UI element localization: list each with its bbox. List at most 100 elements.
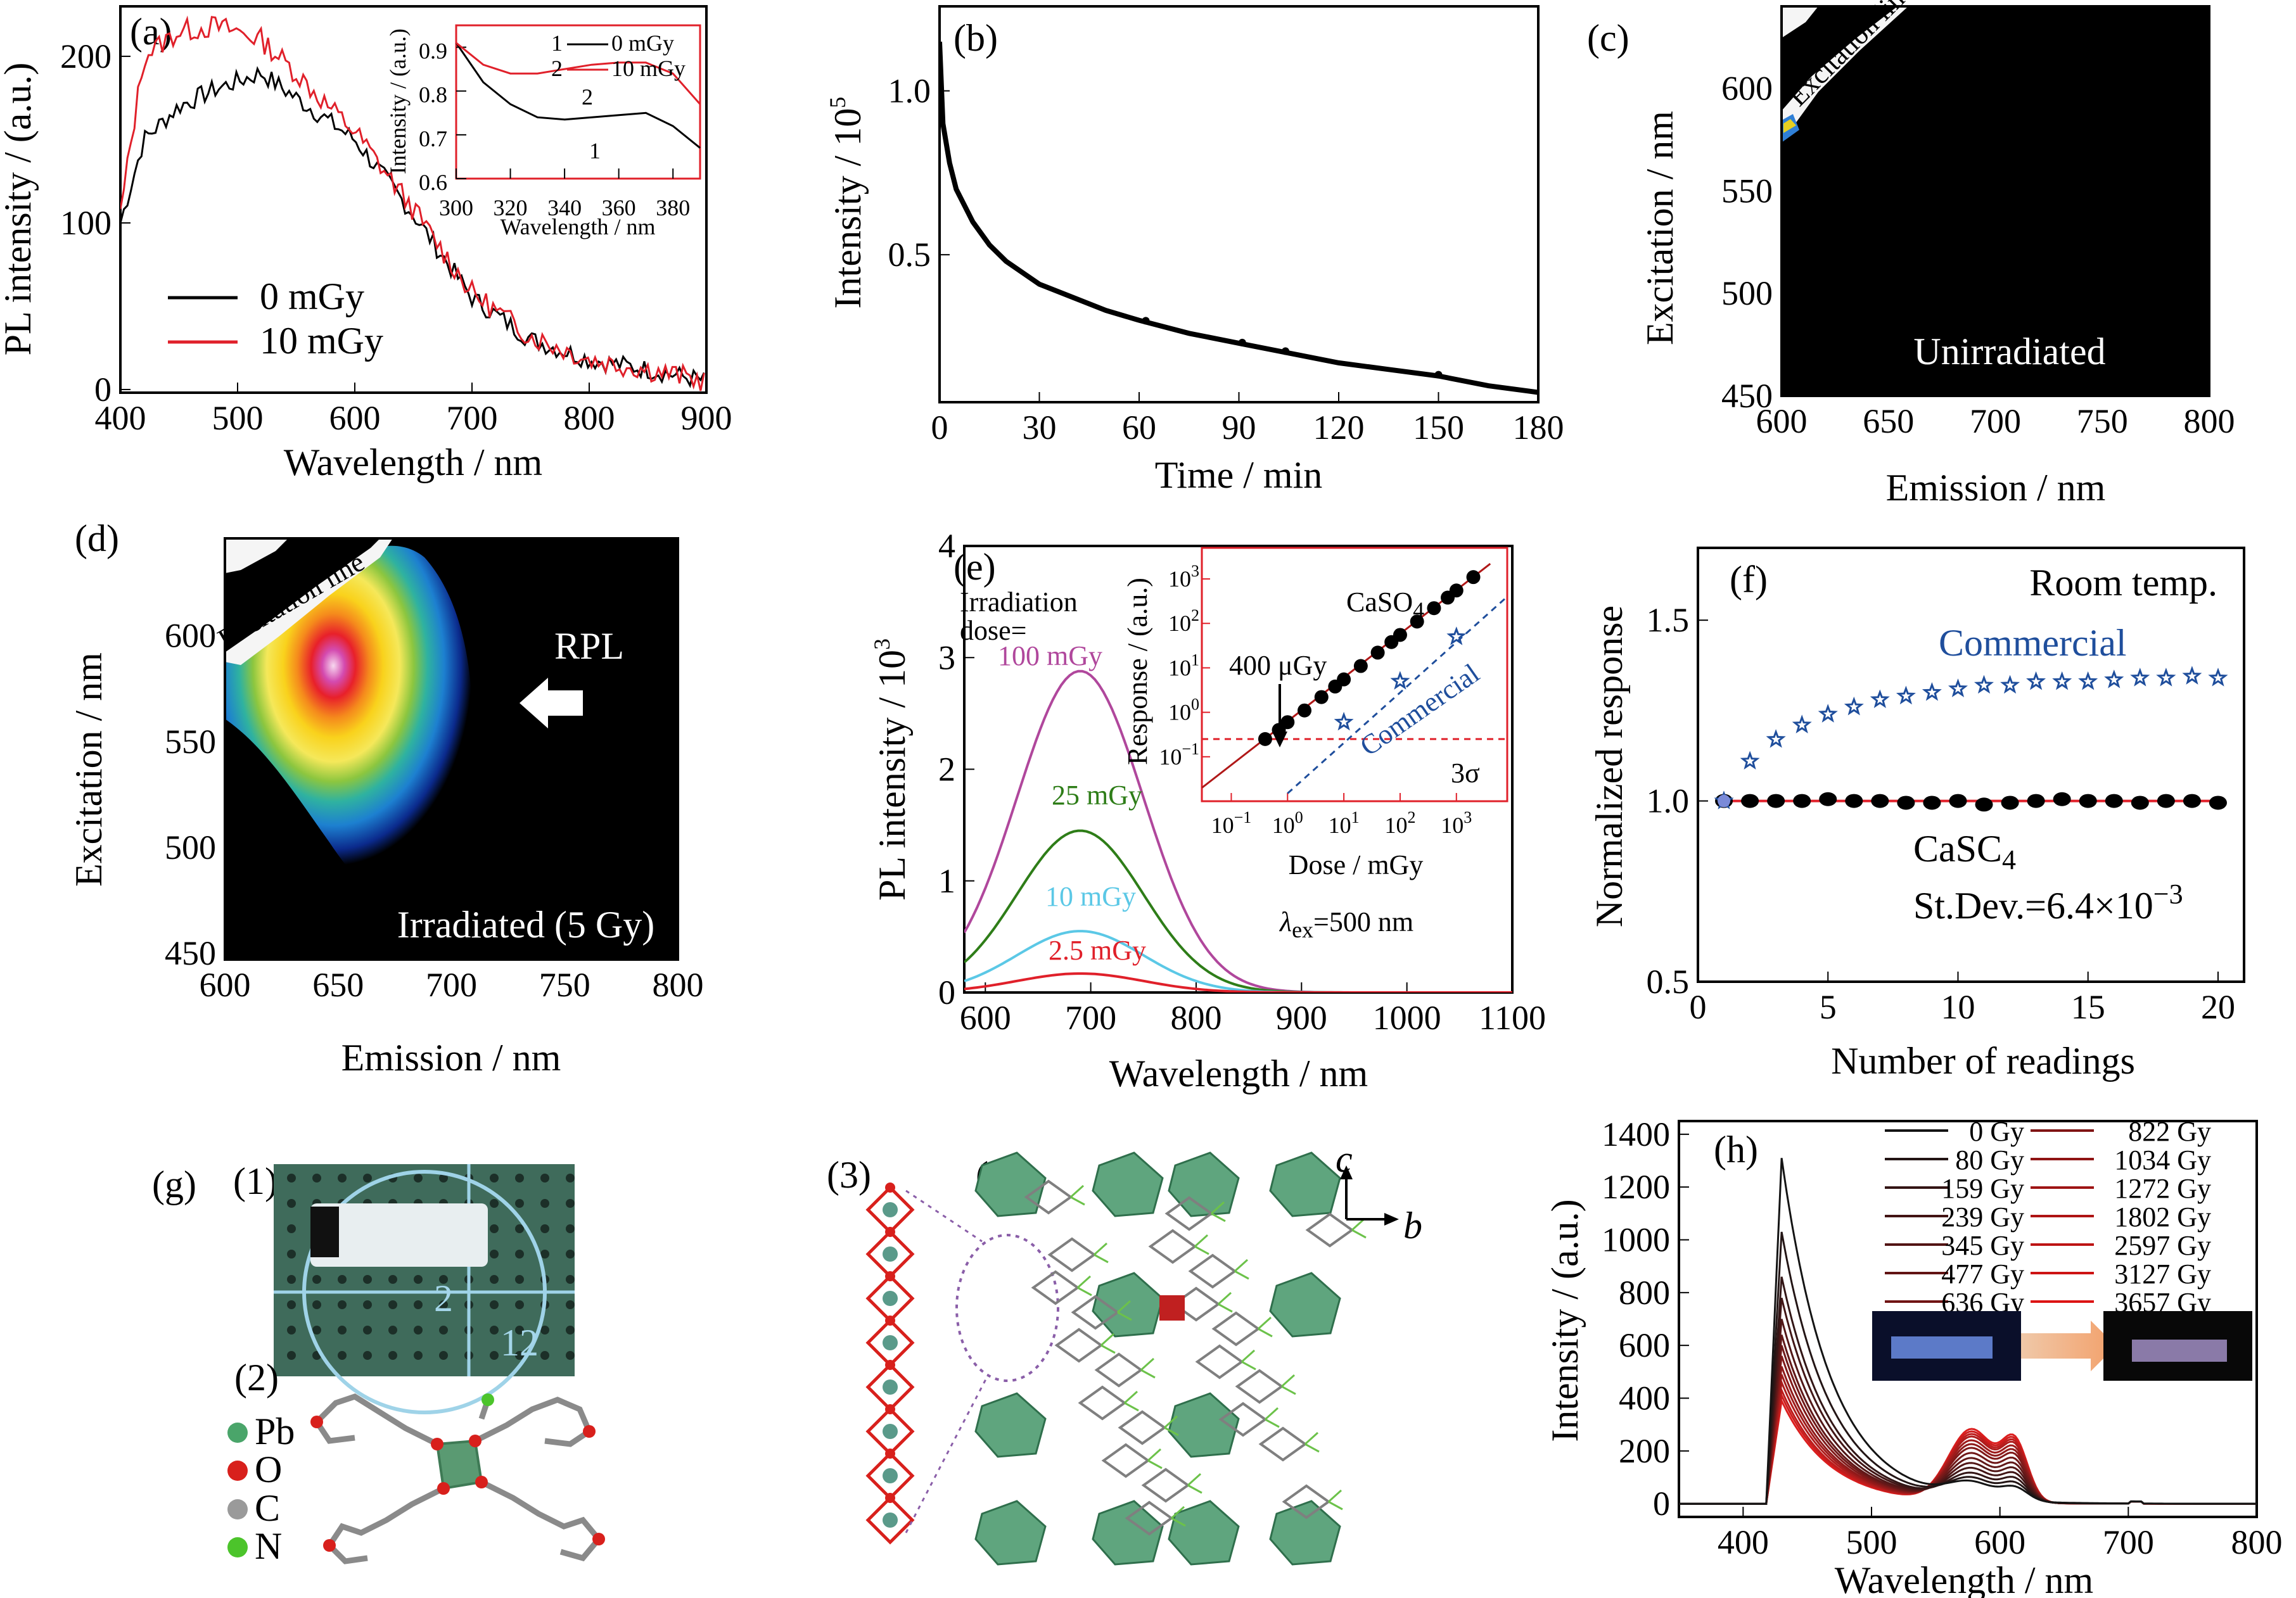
crystal-dark-edge [310, 1207, 339, 1257]
commercial-reading [2208, 668, 2228, 687]
h-legend-label: 239 Gy [1941, 1202, 2024, 1233]
h-legend-label: 2597 Gy [2114, 1230, 2211, 1261]
molecule-structure [310, 1393, 605, 1564]
linker-ring [1188, 1253, 1237, 1289]
caso4-point [1353, 659, 1368, 673]
chain-pb-atom [883, 1379, 898, 1395]
h-xtick-label: 600 [1974, 1523, 2025, 1561]
caso4-point [1466, 570, 1481, 585]
legend-10mGy: 10 mGy [260, 320, 383, 362]
chain-o-atom [885, 1360, 895, 1370]
panel-a-inset-series [455, 42, 701, 149]
inset-curve-label-2: 2 [582, 84, 593, 110]
pl-curve-2 [964, 930, 1512, 992]
a-inset-xtick-label: 340 [547, 195, 582, 220]
linker-ring [1094, 1352, 1144, 1388]
panel-e-inset-y-label: Response / (a.u.) [1122, 578, 1153, 765]
linker-tip [1123, 1390, 1139, 1412]
b-xtick-label: 90 [1222, 409, 1256, 447]
pl-curve-0 [964, 669, 1512, 992]
threshold-arrow-icon [1272, 732, 1287, 747]
spectrum-12 [1679, 1392, 2257, 1505]
c-ytick-label: 500 [1721, 274, 1773, 312]
e-inset-xtick-label: 10−1 [1211, 808, 1252, 838]
b-xtick-label: 30 [1023, 409, 1057, 447]
photo-number-12: 12 [501, 1322, 539, 1364]
d-xtick-label: 800 [653, 966, 704, 1004]
caso4-reading [1975, 797, 1993, 812]
h-legend-label: 159 Gy [1941, 1173, 2024, 1204]
a-inset-ytick-label: 0.9 [419, 39, 447, 64]
linker-tip [1076, 1275, 1092, 1297]
h-legend-label: 1034 Gy [2114, 1145, 2211, 1176]
h-ytick-label: 200 [1619, 1432, 1670, 1470]
pb-polyhedron [1092, 1151, 1164, 1217]
panel-a-inset: 300 320 340 360 380 0.6 0.7 0.8 0.9 Wavelength … [385, 24, 701, 239]
linker-ring [1141, 1468, 1190, 1503]
h-legend-label: 1272 Gy [2114, 1173, 2211, 1204]
commercial-point [1446, 626, 1467, 645]
linker-ring [1031, 1270, 1080, 1305]
panel-a-inset-x-label: Wavelength / nm [500, 214, 655, 239]
linker-tip [1327, 1489, 1343, 1511]
inset-legend-num-2: 2 [551, 56, 563, 81]
d-ytick-label: 500 [165, 828, 216, 866]
a-inset-xtick-label: 380 [656, 195, 690, 220]
e-inset-ytick-label: 102 [1168, 606, 1199, 636]
commercial-reading [1740, 751, 1760, 770]
chain-o-atom [885, 1404, 895, 1414]
panel-a-inset-y-ticks: 0.6 0.7 0.8 0.9 [419, 39, 466, 195]
photo-before-sample [1891, 1336, 1993, 1359]
crystal-photo [274, 1164, 575, 1376]
inset-legend-num-1: 1 [551, 30, 563, 56]
axis-b-label: b [1403, 1205, 1422, 1246]
f-ytick-label: 0.5 [1647, 963, 1690, 1001]
a-xtick-label: 400 [95, 399, 146, 437]
panel-a-y-label: PL intensity / (a.u.) [0, 63, 39, 356]
caso4-reading [2209, 796, 2227, 810]
label-10mGy: 10 mGy [1045, 881, 1136, 912]
pb-polyhedron [1269, 1151, 1341, 1217]
chain-o-atom [885, 1227, 895, 1237]
label-25mGy: 25 mGy [1052, 780, 1142, 811]
c-axis-arrow-icon [1340, 1165, 1353, 1179]
d-ytick-label: 450 [165, 934, 216, 972]
panel-d-excitation-band [225, 538, 393, 665]
panel-g-sub1: (1) [233, 1160, 277, 1202]
commercial-reading [1948, 678, 1968, 697]
panel-d-corner [225, 538, 288, 573]
caso4-reading [2001, 796, 2019, 810]
highlight-ellipse [955, 1234, 1059, 1382]
a-inset-ytick-label: 0.7 [419, 126, 447, 151]
decay-point [1282, 347, 1289, 355]
chain-pb-atom [883, 1335, 898, 1350]
e-ytick-label: 0 [938, 973, 955, 1011]
chain-o-atom [885, 1183, 895, 1193]
panel-b-x-ticks: 0 30 60 90 120 150 180 [931, 392, 1564, 447]
h-legend-label: 822 Gy [2128, 1116, 2211, 1147]
panel-e: 600 700 800 900 1000 1100 0 1 2 3 4 Wavelength / … [869, 527, 1546, 1094]
c-xtick-label: 700 [1970, 402, 2021, 440]
e-inset-xtick-label: 101 [1329, 808, 1360, 838]
b-ytick-label: 0.5 [888, 236, 931, 274]
c-ytick-label: 550 [1721, 172, 1773, 210]
spectrum-9 [1679, 1374, 2257, 1505]
linker-ring [1078, 1385, 1127, 1421]
e-xtick-label: 1100 [1479, 999, 1546, 1037]
panel-c: (c) Excitation line Unirradiated 600 650 7… [1587, 0, 2235, 509]
transition-arrow-icon [2021, 1321, 2116, 1371]
linker-tip [1351, 1217, 1367, 1239]
spectrum-10 [1679, 1378, 2257, 1505]
panel-c-x-label: Emission / nm [1886, 467, 2106, 509]
linker-tip [1187, 1473, 1202, 1494]
panel-a-y-ticks: 0 100 200 [60, 37, 131, 409]
linker-tip [1116, 1300, 1132, 1321]
commercial-reading [1844, 696, 1864, 716]
panel-a-inset-frame [455, 24, 701, 180]
panel-c-x-ticks: 600 650 700 750 800 [1756, 386, 2235, 440]
photo-number-2: 2 [434, 1278, 453, 1319]
panel-e-inset-x-ticks: 10−1 100 101 102 103 [1211, 793, 1472, 838]
element-n: N [255, 1525, 282, 1567]
linker-tip [1257, 1316, 1273, 1338]
commercial-reading [1896, 685, 1916, 705]
